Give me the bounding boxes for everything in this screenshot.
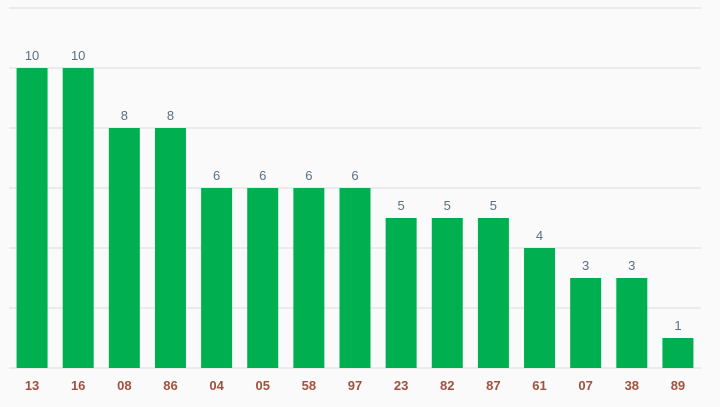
value-label-38: 3 <box>628 258 635 273</box>
bar-82 <box>431 218 463 368</box>
value-label-layer: 10 10 8 8 6 6 6 6 5 5 5 4 3 3 1 <box>25 48 682 333</box>
value-label-07: 3 <box>582 258 589 273</box>
x-tick-label-89: 89 <box>671 378 685 393</box>
x-tick-label-04: 04 <box>209 378 224 393</box>
x-tick-label-58: 58 <box>302 378 316 393</box>
x-tick-label-61: 61 <box>532 378 546 393</box>
bar-89 <box>662 338 694 368</box>
x-tick-label-87: 87 <box>486 378 500 393</box>
value-label-87: 5 <box>490 198 497 213</box>
value-label-82: 5 <box>444 198 451 213</box>
bar-07 <box>570 278 602 368</box>
x-tick-label-13: 13 <box>25 378 39 393</box>
bar-61 <box>524 248 556 368</box>
bar-04 <box>201 188 233 368</box>
bar-58 <box>293 188 325 368</box>
x-tick-label-97: 97 <box>348 378 362 393</box>
bar-87 <box>477 218 509 368</box>
bar-23 <box>385 218 417 368</box>
x-tick-label-82: 82 <box>440 378 454 393</box>
bar-05 <box>247 188 279 368</box>
x-tick-label-86: 86 <box>163 378 177 393</box>
bar-38 <box>616 278 648 368</box>
bar-97 <box>339 188 371 368</box>
value-label-23: 5 <box>398 198 405 213</box>
x-tick-label-08: 08 <box>117 378 131 393</box>
x-tick-label-05: 05 <box>255 378 269 393</box>
value-label-04: 6 <box>213 168 220 183</box>
x-tick-label-16: 16 <box>71 378 85 393</box>
x-tick-label-38: 38 <box>625 378 639 393</box>
value-label-86: 8 <box>167 108 174 123</box>
value-label-61: 4 <box>536 228 543 243</box>
bar-86 <box>154 128 186 368</box>
bar-08 <box>108 128 140 368</box>
x-tick-label-23: 23 <box>394 378 408 393</box>
x-axis-tick-layer: 13 16 08 86 04 05 58 97 23 82 87 61 07 38 89 <box>25 378 685 393</box>
value-label-08: 8 <box>121 108 128 123</box>
value-label-89: 1 <box>674 318 681 333</box>
x-tick-label-07: 07 <box>578 378 592 393</box>
value-label-16: 10 <box>71 48 85 63</box>
bar-16 <box>62 68 94 368</box>
bar-layer <box>16 68 694 368</box>
value-label-58: 6 <box>305 168 312 183</box>
value-label-97: 6 <box>351 168 358 183</box>
bar-13 <box>16 68 48 368</box>
value-label-05: 6 <box>259 168 266 183</box>
value-label-13: 10 <box>25 48 39 63</box>
